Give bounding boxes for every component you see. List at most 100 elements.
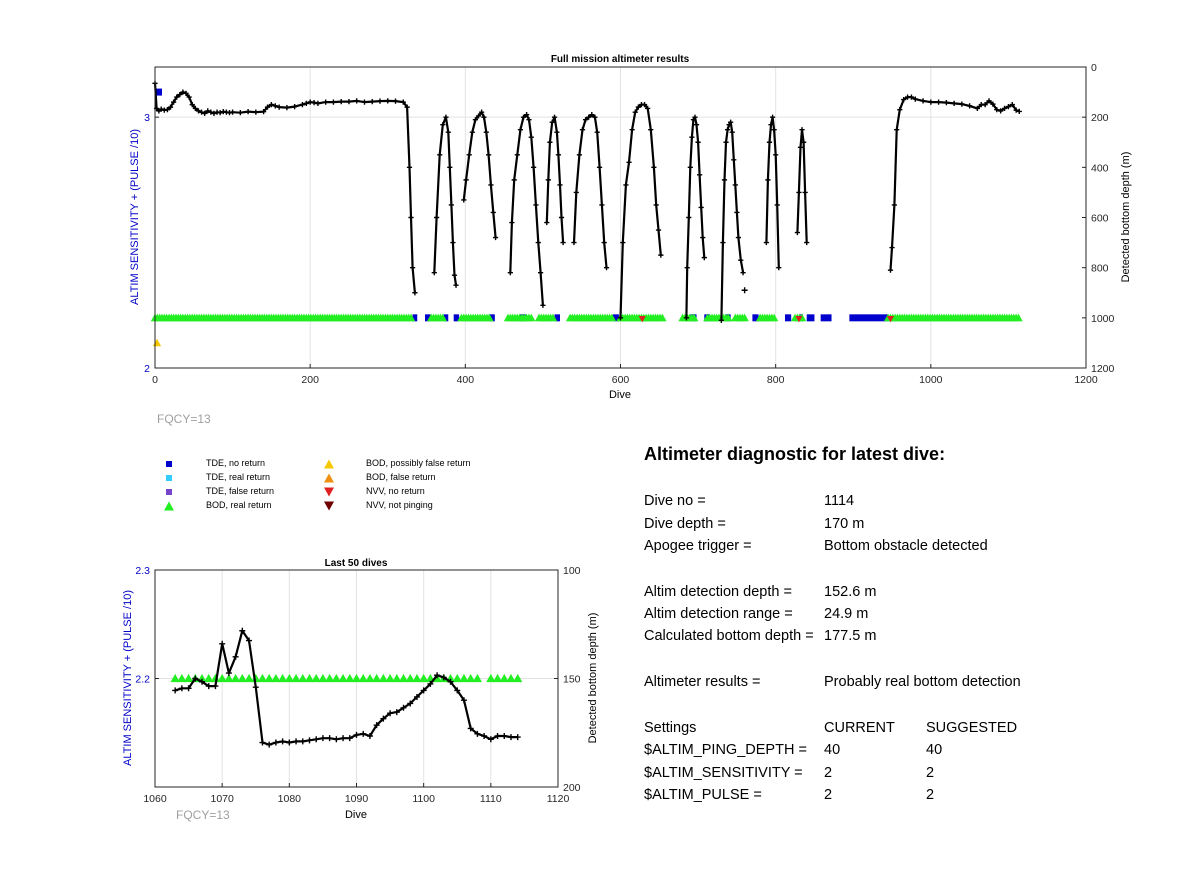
c2-depth-point [366, 733, 373, 740]
c1-depth-point [475, 113, 482, 119]
c1-depth-point [589, 112, 595, 118]
c2-depth-point [326, 735, 333, 742]
bod-real-return-marker [345, 673, 355, 683]
dive-no-label: Dive no = [644, 493, 706, 509]
c2-depth-point [393, 709, 400, 716]
c1-depth-point [943, 100, 949, 106]
tde-no-return-marker [554, 314, 560, 322]
c1-depth-point [346, 99, 352, 105]
c1-depth-point [490, 209, 496, 216]
c1-depth-point [526, 117, 532, 123]
c1-depth-point [524, 112, 530, 118]
c1-depth-point [596, 164, 603, 170]
c1-y2-tick-label: 400 [1091, 162, 1109, 174]
c1-depth-point [284, 105, 290, 111]
c1-depth-point [951, 100, 957, 106]
legend-label: TDE, real return [206, 472, 271, 482]
c1-depth-point [773, 152, 779, 158]
legend-label: BOD, real return [206, 500, 272, 510]
bod-real-return-marker [513, 673, 523, 683]
c1-depth-point [545, 177, 551, 183]
c1-depth-point [766, 139, 773, 145]
c1-depth-point [576, 152, 582, 158]
c1-depth-point [687, 164, 693, 170]
c1-depth-point [164, 107, 171, 113]
c1-depth-point [601, 239, 607, 246]
c1-depth-point [229, 109, 236, 115]
bod-real-return-marker [278, 673, 288, 683]
c1-depth-point [683, 315, 690, 321]
c1-depth-point [974, 105, 980, 111]
bod-real-return-marker [452, 673, 462, 683]
c1-depth-point [998, 108, 1004, 114]
c1-depth-point [935, 99, 942, 105]
c1-depth-point [330, 99, 337, 105]
c1-x-tick-label: 200 [301, 374, 319, 386]
c1-depth-point [894, 127, 900, 133]
c2-depth-point [199, 678, 206, 685]
c1-depth-point [385, 98, 391, 104]
c2-x-tick-label: 1060 [143, 793, 167, 805]
setting-name: $ALTIM_SENSITIVITY = [644, 765, 803, 781]
c1-depth-point [311, 100, 317, 106]
c2-y-tick-label: 2.2 [135, 674, 150, 686]
bod-real-return-marker [224, 673, 234, 683]
c2-depth-point [400, 704, 407, 711]
c2-x-tick-label: 1100 [412, 793, 435, 805]
cyan-square-icon [166, 475, 172, 481]
c1-depth-point [571, 239, 577, 246]
bod-real-return-marker [412, 673, 422, 683]
c2-depth-point [286, 739, 293, 746]
legend-label: NVV, no return [366, 486, 425, 496]
c1-depth-point [724, 127, 731, 133]
c1-depth-point [272, 103, 278, 109]
apogee-value: Bottom obstacle detected [824, 538, 988, 554]
tde-no-return-marker [155, 88, 162, 96]
bod-real-return-marker [331, 673, 341, 683]
bod-real-return-marker [244, 673, 254, 683]
c1-depth-line [153, 83, 416, 293]
bod-real-return-marker [257, 673, 268, 683]
c2-depth-point [246, 637, 253, 644]
marker-legend: TDE, no return TDE, real return TDE, fal… [160, 458, 500, 518]
c1-depth-point [982, 102, 988, 108]
c1-depth-point [369, 99, 375, 105]
c2-depth-point [225, 670, 232, 677]
c1-depth-point [632, 109, 638, 115]
tde-no-return-marker [453, 314, 460, 322]
bod-real-return-marker [170, 673, 180, 683]
c1-depth-point [445, 129, 451, 135]
setting-current: 2 [824, 787, 833, 803]
c1-depth-point [645, 105, 651, 111]
bod-real-return-marker [1014, 313, 1023, 322]
dive-depth-value: 170 m [824, 516, 865, 532]
c1-y-tick-label: 3 [144, 112, 150, 124]
c1-depth-point [549, 119, 555, 125]
c2-depth-point [454, 687, 461, 694]
c1-depth-point [763, 239, 769, 246]
c1-depth-point [186, 94, 192, 100]
c2-depth-point [420, 687, 427, 694]
c1-depth-point [695, 139, 701, 145]
c1-depth-point [406, 164, 413, 170]
bod-real-return-marker [378, 673, 388, 683]
tde-no-return-marker [752, 314, 759, 322]
c1-depth-point [292, 104, 298, 110]
c1-depth-point [912, 96, 918, 102]
c1-depth-point [517, 127, 524, 133]
purple-square-icon [166, 489, 172, 495]
c1-y2-tick-label: 1200 [1091, 363, 1115, 375]
c1-depth-point [192, 105, 198, 111]
c1-depth-point [440, 122, 446, 128]
bod-real-return-marker [690, 313, 699, 322]
c1-depth-point [776, 265, 782, 271]
c1-depth-point [472, 117, 479, 123]
c1-depth-point [799, 127, 805, 133]
bod-real-return-marker [499, 673, 509, 683]
c2-depth-point [266, 741, 273, 748]
c1-depth-point [769, 114, 776, 120]
c1-depth-point [731, 157, 737, 163]
c1-y2-tick-label: 200 [1091, 112, 1109, 124]
legend-label: NVV, not pinging [366, 500, 433, 510]
